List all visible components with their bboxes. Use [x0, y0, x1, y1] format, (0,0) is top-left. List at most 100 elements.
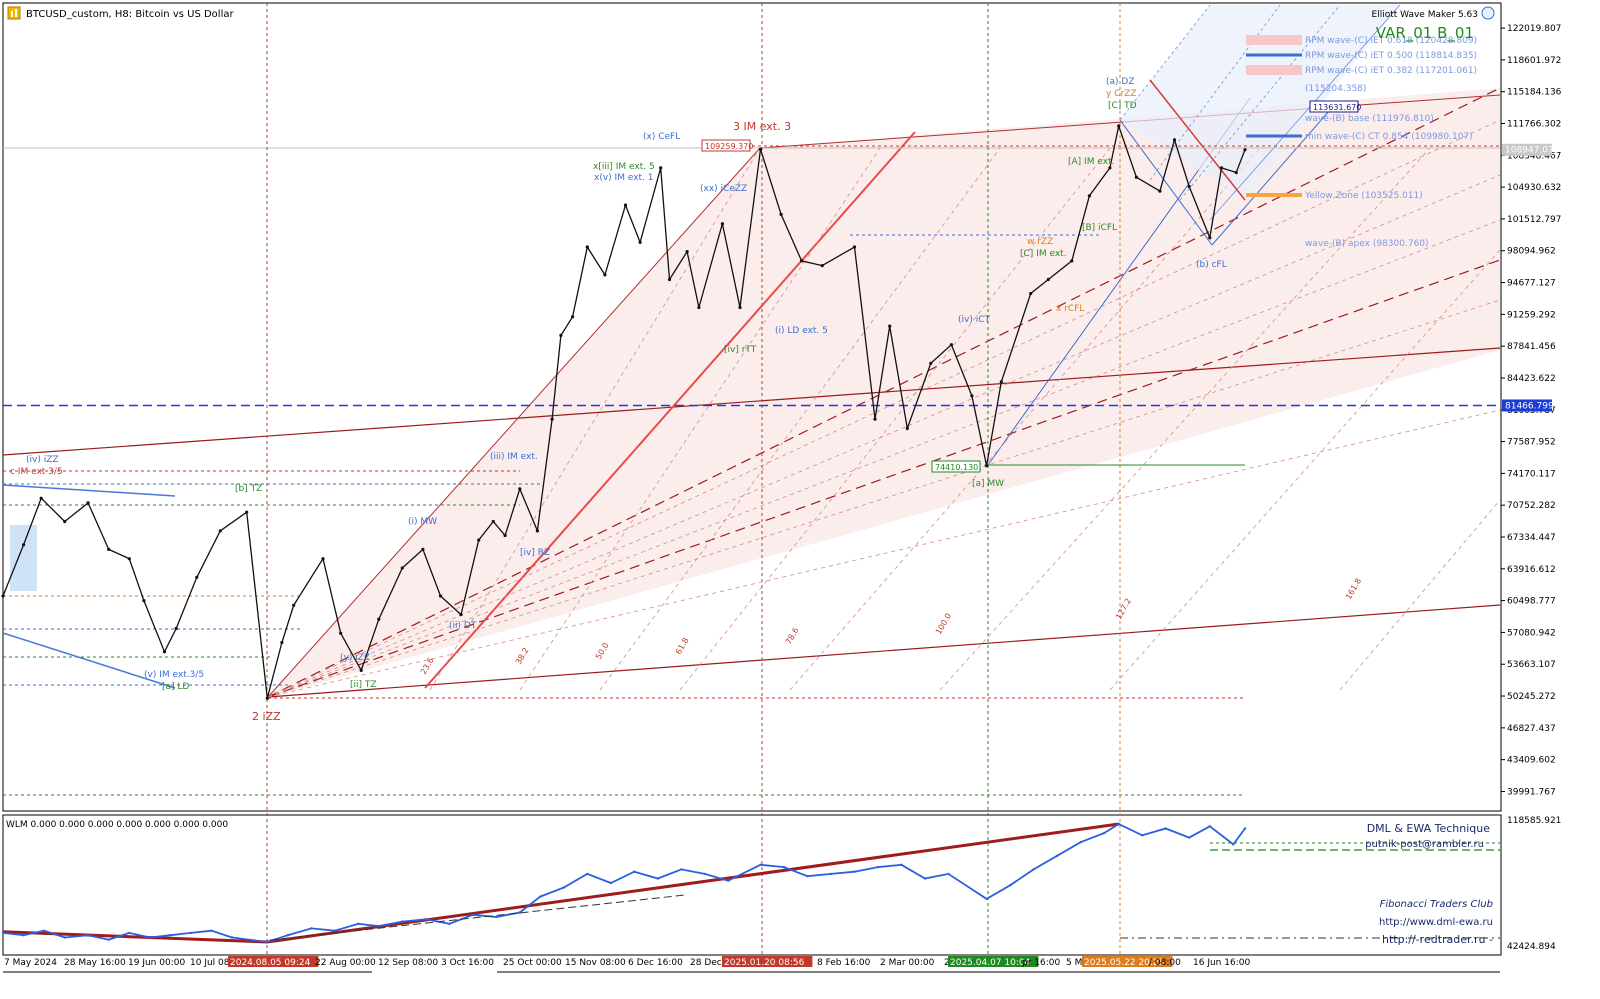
wlm-point: [923, 877, 927, 880]
price-point: [174, 626, 178, 631]
price-point: [438, 594, 443, 598]
wlm-point: [189, 931, 193, 935]
watermark-text: http://-redtrader.ru -: [1382, 933, 1493, 946]
wlm-point: [727, 879, 730, 882]
wave-label: x(v) IM ext. 1: [594, 173, 654, 183]
price-point: [518, 487, 522, 491]
wlm-point: [107, 938, 110, 941]
wave-label: [C] TD: [1108, 101, 1137, 111]
price-point: [638, 240, 642, 244]
selection-box: [10, 525, 37, 591]
wlm-point: [900, 863, 903, 866]
time-label: 28 Dec: [690, 958, 722, 968]
wave-label: 3 IM ext. 3: [733, 120, 791, 133]
price-point: [571, 315, 575, 319]
wave-label: [a] MW: [972, 479, 1004, 489]
target-level-label: RPM wave-(C) iET 0.382 (117201.061): [1305, 66, 1477, 76]
price-point: [359, 668, 363, 673]
price-tick-label: 118601.972: [1507, 56, 1561, 66]
wave-line: [1149, 79, 1246, 201]
wlm-point: [448, 922, 451, 925]
channel-line: [267, 147, 761, 698]
wlm-point: [829, 872, 833, 876]
price-point: [421, 547, 425, 552]
wave-label: [C] IM ext.: [1020, 249, 1067, 259]
wave-label: (iv) iZZ: [26, 455, 59, 465]
symbol-title: BTCUSD_custom, H8: Bitcoin vs US Dollar: [26, 9, 234, 20]
price-point: [1134, 175, 1138, 179]
wlm-point: [562, 886, 565, 889]
wave-label: (a) DZ: [1106, 77, 1135, 87]
target-level-label: (115204.358): [1305, 84, 1366, 94]
price-tick-label: 53663.107: [1507, 660, 1556, 670]
price-point: [800, 259, 804, 263]
time-label: 2024.08.05 09:24: [230, 958, 311, 968]
price-point: [603, 273, 607, 277]
target-level-bar: [1246, 35, 1302, 45]
wlm-point: [633, 870, 636, 873]
wlm-point: [310, 927, 313, 930]
price-tick-label: 87841.456: [1507, 342, 1556, 352]
price-point: [1029, 291, 1033, 296]
wave-line: [1119, 119, 1213, 246]
wave-label: [ii] TZ: [350, 680, 377, 690]
plugin-icon[interactable]: [1481, 6, 1495, 20]
plugin-name: Elliott Wave Maker 5.63: [1372, 10, 1478, 20]
price-tick-label: 57080.942: [1507, 628, 1556, 638]
price-tick-label: 43409.602: [1507, 756, 1556, 766]
price-tick-label: 108348.467: [1507, 151, 1561, 161]
price-point: [685, 250, 689, 254]
wave-label: y CrZZ: [1106, 89, 1137, 99]
price-point: [22, 543, 26, 547]
price-point: [162, 650, 167, 654]
indicator-frame[interactable]: [2, 814, 1502, 956]
price-point: [245, 510, 249, 514]
time-label: 6 Dec 16:00: [628, 958, 683, 968]
time-label: pr 16:00: [1022, 958, 1060, 968]
wave-label: (iii) IM ext.: [490, 452, 538, 462]
wlm-point: [148, 936, 151, 939]
wlm-point: [876, 865, 880, 869]
price-point: [1087, 194, 1091, 198]
wave-label: [a] LD: [162, 682, 189, 692]
price-box-label: 74410.130: [935, 463, 978, 472]
price-point: [292, 603, 296, 607]
wlm-point: [1008, 884, 1012, 887]
fan-line: [1119, 4, 1211, 121]
price-point: [738, 305, 742, 310]
price-box: [931, 460, 981, 473]
wlm-point: [377, 924, 380, 928]
time-label: 22 Aug 00:00: [315, 958, 376, 968]
wave-label: 2 iZZ: [252, 710, 281, 723]
wlm-point: [1232, 843, 1235, 846]
price-point: [1, 594, 5, 598]
wlm-point: [853, 870, 856, 873]
price-point: [503, 533, 507, 538]
chart-icon-bar: [11, 11, 13, 17]
watermark-text: http://www.dml-ewa.ru: [1379, 917, 1493, 928]
wlm-point: [210, 929, 213, 932]
time-label: 2025.05.22 20:25: [1084, 958, 1164, 968]
price-point: [400, 566, 404, 570]
wlm-level: [269, 894, 686, 941]
price-tick-label: 70752.282: [1507, 501, 1556, 511]
time-label: 12 Sep 08:00: [378, 958, 438, 968]
time-label: 2 Mar 00:00: [880, 958, 935, 968]
wlm-point: [985, 897, 988, 901]
fan-line: [1209, 4, 1401, 221]
wlm-point: [586, 872, 589, 876]
price-point: [1070, 259, 1074, 263]
price-point: [1108, 166, 1112, 170]
time-label: 7 May 2024: [4, 958, 57, 968]
price-point: [697, 305, 701, 310]
price-tick-label: 115184.136: [1507, 88, 1562, 98]
target-level-label: Yellow Zone (103525.011): [1304, 191, 1423, 201]
wlm-point: [1032, 868, 1035, 871]
time-label: / 08:00: [1149, 958, 1181, 968]
wave-label: w rZZ: [1027, 237, 1053, 247]
wlm-point: [539, 895, 542, 898]
wlm-point: [806, 875, 809, 878]
wave-label: (y) iZZ: [340, 653, 370, 663]
